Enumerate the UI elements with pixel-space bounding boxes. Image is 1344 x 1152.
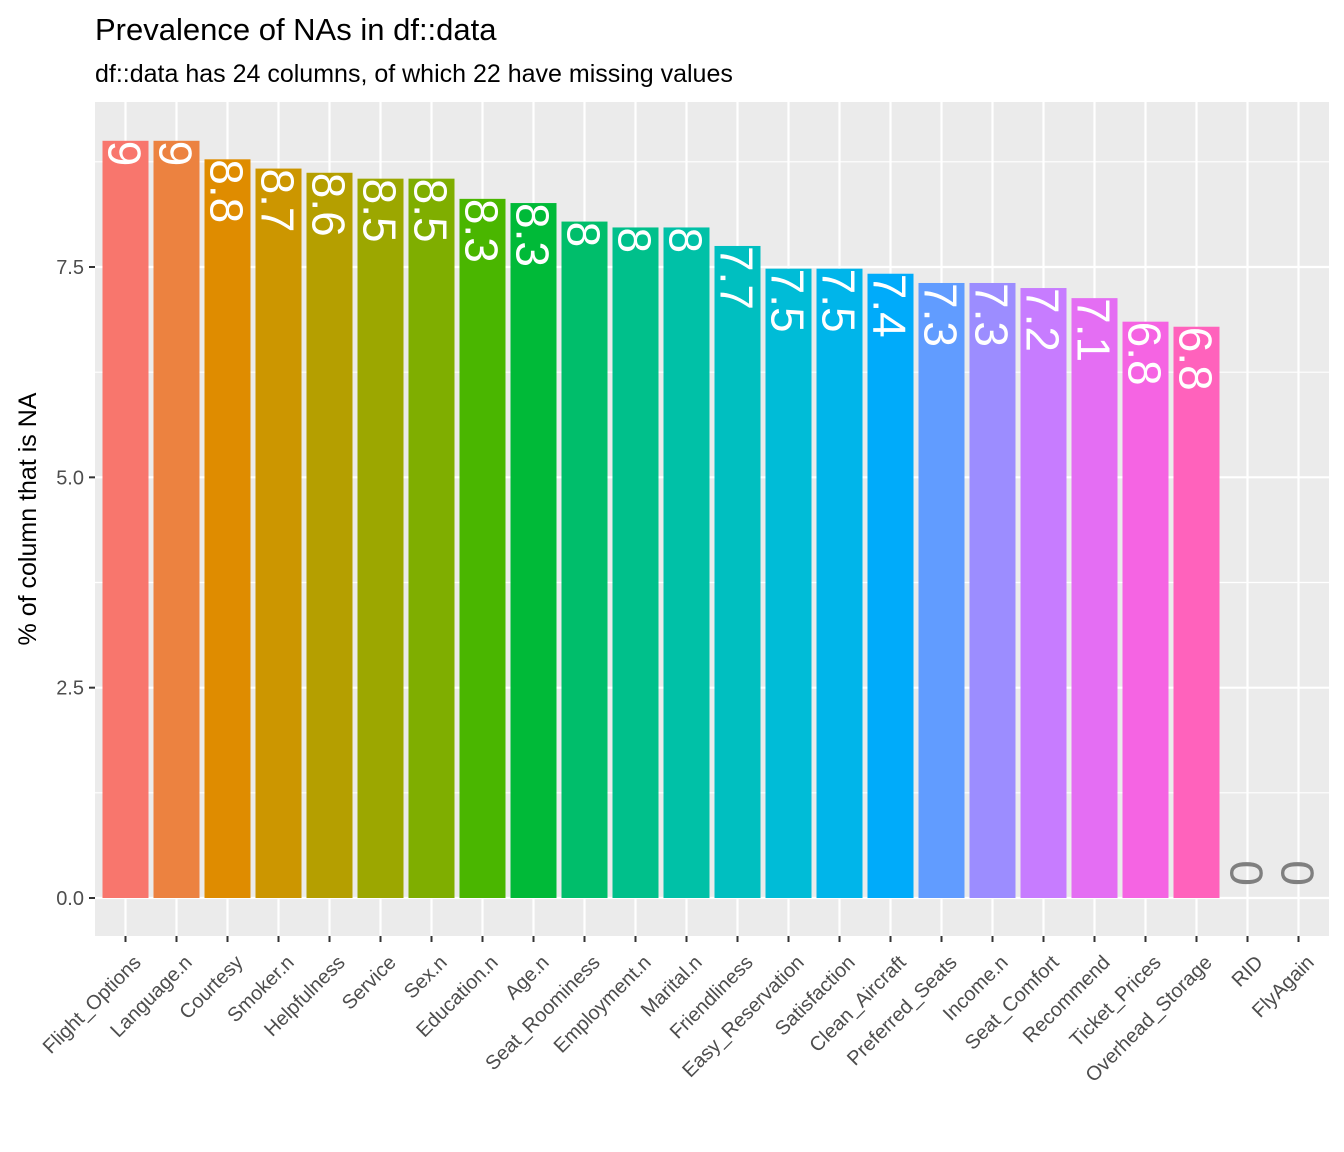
bar-labels: 9 98.8 8.7 8.6 8.5 8.5 8.3 8.3 8 8 87.7 7.5 7.5 7.4 7.… — [99, 141, 1324, 886]
x-axis: Flight_OptionsLanguage.nCourtesySmoker.n… — [39, 936, 1319, 1087]
bar-value-label: 6.8 — [1119, 322, 1171, 386]
bar-value-label: 8.3 — [507, 203, 559, 267]
bar-value-label: 6.8 — [1170, 327, 1222, 391]
bars — [102, 140, 1220, 899]
bar-Helpfulness — [306, 172, 353, 899]
bar-Sex.n — [408, 178, 455, 898]
bar-Satisfaction — [816, 268, 863, 898]
bar-value-label: 9 — [150, 141, 202, 167]
bar-value-label: 7.3 — [966, 283, 1018, 347]
bar-Clean_Aircraft — [867, 273, 914, 898]
chart-subtitle: df::data has 24 columns, of which 22 hav… — [95, 60, 733, 88]
y-tick-label: 2.5 — [56, 678, 84, 700]
bar-Smoker.n — [255, 168, 302, 899]
y-axis-label: % of column that is NA — [14, 392, 42, 645]
bar-Education.n — [459, 198, 506, 899]
bar-Flight_Options — [102, 140, 149, 899]
bar-Seat_Comfort — [1020, 288, 1067, 898]
bar-Overhead_Storage — [1173, 326, 1220, 898]
bar-value-label: 7.5 — [813, 269, 865, 333]
bar-Ticket_Prices — [1122, 321, 1169, 899]
bar-Marital.n — [663, 227, 710, 898]
bar-value-label: 8.5 — [405, 179, 457, 243]
bar-value-label: 9 — [99, 141, 151, 167]
bar-Easy_Reservation — [765, 268, 812, 898]
bar-Courtesy — [204, 159, 251, 898]
bar-value-label: 7.7 — [711, 246, 763, 310]
bar-Language.n — [153, 140, 200, 899]
bar-Friendliness — [714, 245, 761, 898]
x-tick-label: RID — [1228, 952, 1268, 992]
bar-Income.n — [969, 282, 1016, 898]
y-tick-label: 0.0 — [56, 888, 84, 910]
bar-value-label: 8.7 — [252, 169, 304, 233]
bar-value-label: 8.8 — [201, 159, 253, 223]
bar-value-label: 7.5 — [762, 269, 814, 333]
bar-value-label: 8 — [558, 222, 610, 248]
x-tick-label: Service — [338, 952, 401, 1015]
bar-value-label: 0 — [1272, 860, 1324, 886]
bar-value-label: 8.6 — [303, 173, 355, 237]
bar-Service — [357, 178, 404, 898]
bar-value-label: 7.2 — [1017, 288, 1069, 352]
bar-Employment.n — [612, 227, 659, 898]
bar-value-label: 8.5 — [354, 179, 406, 243]
bar-Age.n — [510, 203, 557, 899]
y-axis: 0.0 2.5 5.0 7.5 — [56, 257, 95, 910]
y-tick-label: 7.5 — [56, 257, 84, 279]
bar-value-label: 8.3 — [456, 199, 508, 263]
bar-value-label: 7.4 — [864, 274, 916, 338]
bar-value-label: 7.3 — [915, 283, 967, 347]
bar-Preferred_Seats — [918, 282, 965, 898]
bar-value-label: 8 — [609, 227, 661, 253]
bar-value-label: 0 — [1221, 860, 1273, 886]
bar-Recommend — [1071, 298, 1118, 898]
bar-value-label: 8 — [660, 227, 712, 253]
bar-Seat_Roominess — [561, 221, 608, 898]
bar-value-label: 7.1 — [1068, 298, 1120, 362]
chart-title: Prevalence of NAs in df::data — [95, 12, 497, 47]
y-tick-label: 5.0 — [56, 467, 84, 489]
